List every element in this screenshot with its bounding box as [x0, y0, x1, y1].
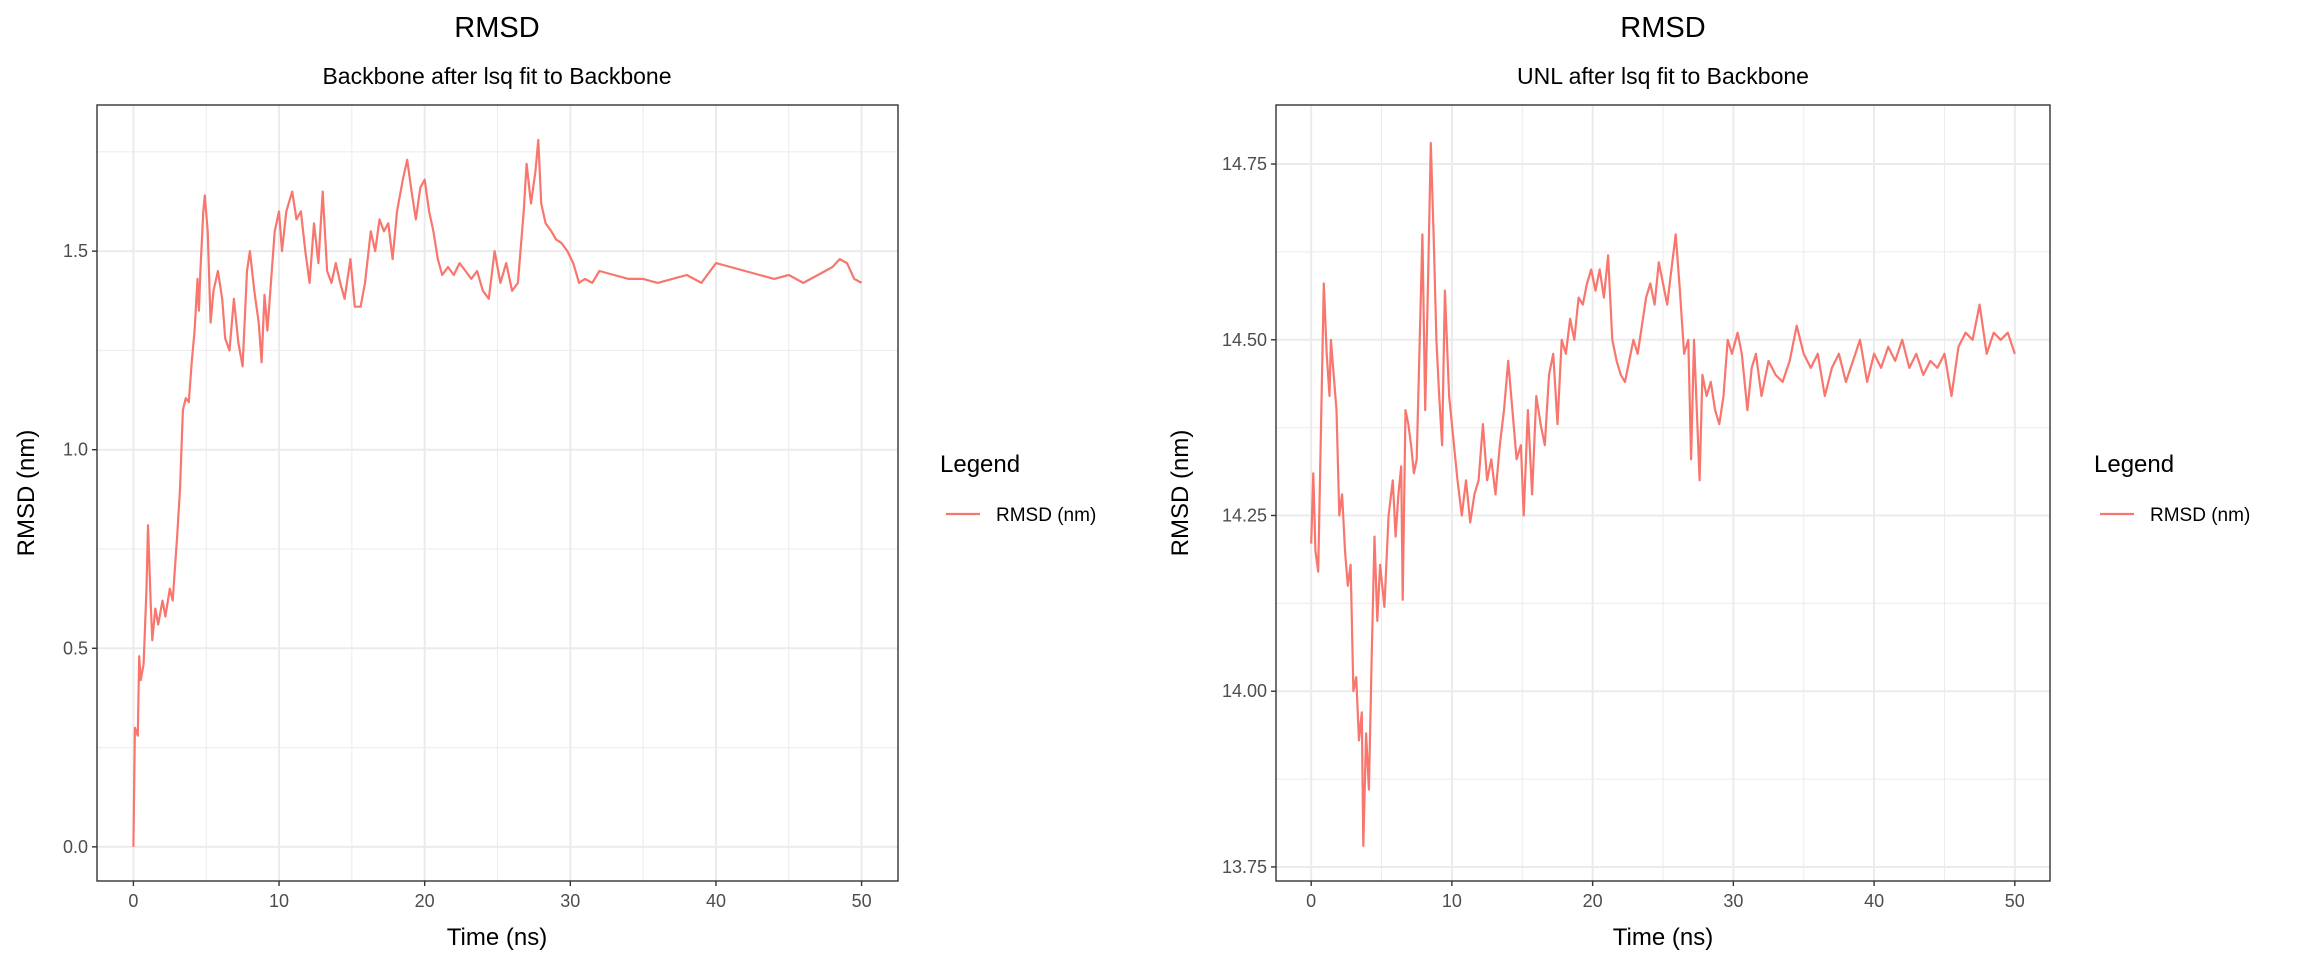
- y-tick-label: 14.25: [1222, 505, 1267, 525]
- y-axis-title: RMSD (nm): [1167, 430, 1194, 557]
- y-tick-label: 14.00: [1222, 681, 1267, 701]
- legend-title: Legend: [940, 451, 1020, 478]
- chart-subtitle: Backbone after lsq fit to Backbone: [322, 63, 671, 89]
- series-line-rmsd: [1310, 141, 2016, 848]
- x-tick-label: 10: [1442, 891, 1462, 911]
- legend-entry-label: RMSD (nm): [2150, 505, 2250, 526]
- x-tick-label: 50: [852, 891, 872, 911]
- x-tick-label: 0: [1306, 891, 1316, 911]
- y-tick-label: 0.5: [63, 638, 88, 658]
- legend-entry-label: RMSD (nm): [996, 505, 1096, 526]
- chart-title: RMSD: [1620, 12, 1705, 44]
- x-tick-label: 10: [269, 891, 289, 911]
- x-tick-label: 20: [1583, 891, 1603, 911]
- x-tick-label: 20: [415, 891, 435, 911]
- y-tick-label: 14.75: [1222, 154, 1267, 174]
- plot-border: [1275, 104, 2051, 882]
- x-tick-label: 40: [706, 891, 726, 911]
- y-tick-label: 13.75: [1222, 857, 1267, 877]
- legend: Legend RMSD (nm): [940, 451, 1096, 526]
- x-tick-label: 30: [1723, 891, 1743, 911]
- chart-title: RMSD: [454, 12, 539, 44]
- legend: Legend RMSD (nm): [2094, 451, 2250, 526]
- y-axis-title: RMSD (nm): [13, 430, 40, 557]
- x-tick-label: 40: [1864, 891, 1884, 911]
- chart-panel-1: 0 10 20 30 40 50 0.0 0.5 1.0 1.5 RMSD Backbone afte…: [13, 12, 1096, 951]
- series-line-rmsd: [132, 138, 863, 847]
- x-tick-label: 0: [128, 891, 138, 911]
- chart-panel-2: 0 10 20 30 40 50 13.75 14.00 14.25 14.50 14.75 RMSD…: [1167, 12, 2250, 951]
- y-tick-label: 1.5: [63, 241, 88, 261]
- plot-border: [96, 104, 899, 882]
- legend-title: Legend: [2094, 451, 2174, 478]
- x-tick-label: 50: [2005, 891, 2025, 911]
- x-axis-title: Time (ns): [447, 924, 547, 951]
- y-tick-label: 0.0: [63, 837, 88, 857]
- y-tick-label: 14.50: [1222, 330, 1267, 350]
- y-tick-label: 1.0: [63, 440, 88, 460]
- chart-subtitle: UNL after lsq fit to Backbone: [1517, 63, 1809, 89]
- x-tick-label: 30: [560, 891, 580, 911]
- x-axis-title: Time (ns): [1613, 924, 1713, 951]
